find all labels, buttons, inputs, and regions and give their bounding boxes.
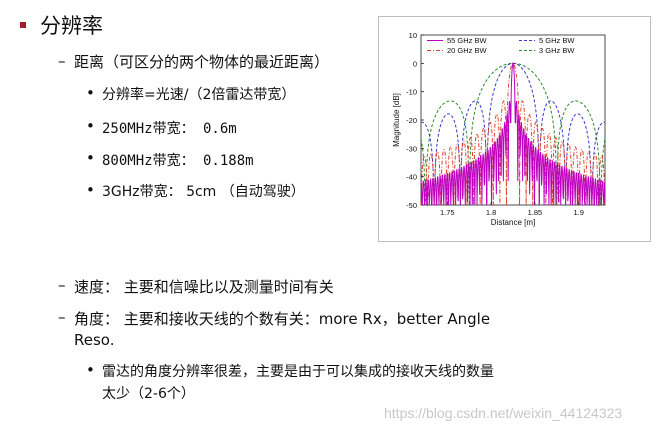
- y-tick-label: -50: [406, 201, 417, 210]
- plot-frame: [420, 34, 606, 206]
- x-axis-label: Distance [m]: [491, 218, 535, 227]
- bullet-dot: •: [86, 117, 95, 135]
- range-resolution-chart: 10 0 -10 -20 -30 -40 -50 1.75 1.8 1.85 1.9 Distance…: [378, 16, 651, 242]
- slide-title: 分辨率: [40, 14, 103, 38]
- series-line-55ghz: [420, 61, 606, 207]
- section-angle-cont: Reso.: [74, 331, 115, 349]
- section-range: 距离（可区分的两个物体的最近距离）: [74, 53, 330, 71]
- y-tick-label: -30: [406, 144, 417, 153]
- angle-bullet-line2: 太少（2-6个）: [102, 386, 195, 402]
- section-dash: –: [58, 308, 66, 326]
- legend-entry: 5 GHz BW: [539, 36, 575, 45]
- series-line-3ghz: [420, 62, 606, 206]
- legend-entry: 55 GHz BW: [447, 36, 488, 45]
- section-velocity: 速度： 主要和信噪比以及测量时间有关: [74, 278, 334, 296]
- title-bullet: [20, 22, 26, 28]
- y-tick-label: -40: [406, 173, 417, 182]
- range-bullet-3ghz: 3GHz带宽： 5cm （自动驾驶）: [102, 184, 305, 200]
- bullet-dot: •: [86, 84, 95, 102]
- section-dash: –: [58, 52, 66, 70]
- bullet-dot: •: [86, 149, 95, 167]
- section-dash: –: [58, 276, 66, 294]
- y-tick-label: -10: [406, 88, 417, 97]
- legend-entry: 20 GHz BW: [447, 46, 488, 55]
- y-axis-label: Magnitude [dB]: [392, 93, 401, 147]
- range-bullet-800mhz: 800MHz带宽： 0.188m: [102, 153, 254, 169]
- y-tick-label: 10: [409, 31, 417, 40]
- bullet-dot: •: [86, 361, 95, 379]
- range-bullet-250mhz: 250MHz带宽： 0.6m: [102, 121, 237, 137]
- watermark: https://blog.csdn.net/weixin_44124323: [384, 405, 623, 421]
- y-tick-label: -20: [406, 116, 417, 125]
- range-bullet-formula: 分辨率=光速/（2倍雷达带宽）: [102, 87, 296, 103]
- x-tick-label: 1.9: [573, 208, 583, 217]
- x-tick-label: 1.75: [440, 208, 455, 217]
- bullet-dot: •: [86, 181, 95, 199]
- angle-bullet-line1: 雷达的角度分辨率很差，主要是由于可以集成的接收天线的数量: [102, 364, 494, 380]
- y-tick-label: 0: [413, 59, 417, 68]
- legend-entry: 3 GHz BW: [539, 46, 575, 55]
- x-tick-label: 1.8: [486, 208, 496, 217]
- section-angle: 角度： 主要和接收天线的个数有关：more Rx，better Angle: [74, 310, 491, 328]
- x-tick-label: 1.85: [528, 208, 543, 217]
- chart-svg: 10 0 -10 -20 -30 -40 -50 1.75 1.8 1.85 1.9 Distance…: [392, 31, 606, 227]
